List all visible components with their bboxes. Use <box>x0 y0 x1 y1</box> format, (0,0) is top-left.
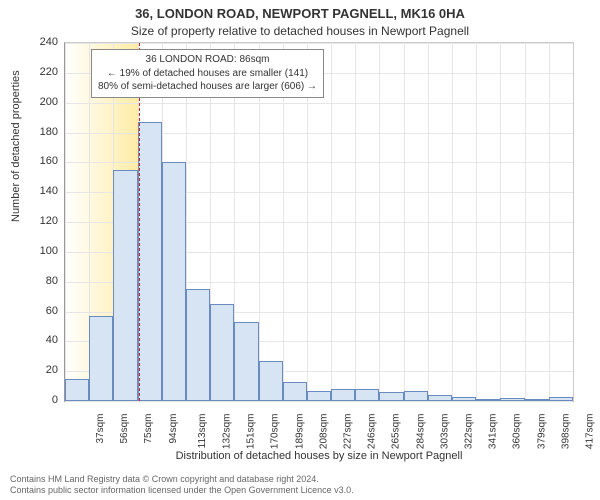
x-tick-label: 208sqm <box>318 414 329 450</box>
histogram-bar <box>89 316 113 401</box>
histogram-bar <box>259 361 283 401</box>
x-tick-label: 246sqm <box>367 414 378 450</box>
histogram-bar <box>234 322 258 401</box>
histogram-bar <box>162 162 186 401</box>
y-tick-label: 160 <box>0 155 58 167</box>
x-tick-label: 341sqm <box>488 414 499 450</box>
footer-line-2: Contains public sector information licen… <box>10 485 354 496</box>
y-tick-label: 40 <box>0 334 58 346</box>
y-tick-label: 80 <box>0 275 58 287</box>
callout-line: ← 19% of detached houses are smaller (14… <box>98 67 317 81</box>
x-tick-label: 398sqm <box>560 414 571 450</box>
histogram-bar <box>500 398 524 401</box>
callout-line: 36 LONDON ROAD: 86sqm <box>98 53 317 67</box>
x-tick-label: 417sqm <box>584 414 595 450</box>
page-subtitle: Size of property relative to detached ho… <box>0 24 600 38</box>
x-tick-label: 189sqm <box>294 414 305 450</box>
histogram-chart: 36 LONDON ROAD: 86sqm← 19% of detached h… <box>64 42 574 402</box>
x-tick-label: 227sqm <box>343 414 354 450</box>
x-tick-label: 75sqm <box>143 414 154 444</box>
histogram-bar <box>549 397 573 401</box>
y-tick-label: 200 <box>0 96 58 108</box>
histogram-bar <box>65 379 89 401</box>
y-tick-label: 140 <box>0 185 58 197</box>
histogram-bar <box>452 397 476 401</box>
x-tick-label: 170sqm <box>270 414 281 450</box>
x-axis-label: Distribution of detached houses by size … <box>64 450 574 462</box>
x-tick-label: 322sqm <box>464 414 475 450</box>
histogram-bar <box>476 399 500 401</box>
histogram-bar <box>379 392 403 401</box>
callout-line: 80% of semi-detached houses are larger (… <box>98 80 317 94</box>
x-tick-label: 265sqm <box>391 414 402 450</box>
y-tick-label: 180 <box>0 126 58 138</box>
x-tick-label: 94sqm <box>168 414 179 444</box>
histogram-bar <box>307 391 331 401</box>
y-tick-label: 0 <box>0 394 58 406</box>
y-tick-label: 120 <box>0 215 58 227</box>
histogram-bar <box>210 304 234 401</box>
histogram-bar <box>331 389 355 401</box>
x-tick-label: 151sqm <box>246 414 257 450</box>
y-tick-label: 240 <box>0 36 58 48</box>
x-tick-label: 113sqm <box>197 414 208 449</box>
histogram-bar <box>404 391 428 401</box>
y-tick-label: 100 <box>0 245 58 257</box>
y-tick-label: 220 <box>0 66 58 78</box>
x-tick-label: 56sqm <box>119 414 130 444</box>
x-tick-label: 303sqm <box>439 414 450 450</box>
y-tick-label: 20 <box>0 364 58 376</box>
x-tick-label: 360sqm <box>512 414 523 450</box>
x-tick-label: 284sqm <box>415 414 426 450</box>
histogram-bar <box>525 399 549 401</box>
page-title: 36, LONDON ROAD, NEWPORT PAGNELL, MK16 0… <box>0 6 600 21</box>
property-callout: 36 LONDON ROAD: 86sqm← 19% of detached h… <box>91 49 324 98</box>
histogram-bar <box>113 170 137 401</box>
histogram-bar <box>186 289 210 401</box>
histogram-bar <box>283 382 307 401</box>
x-tick-label: 132sqm <box>222 414 233 450</box>
y-tick-label: 60 <box>0 305 58 317</box>
y-axis-ticks: 020406080100120140160180200220240 <box>0 42 58 402</box>
footer-attribution: Contains HM Land Registry data © Crown c… <box>10 474 354 496</box>
footer-line-1: Contains HM Land Registry data © Crown c… <box>10 474 354 485</box>
x-tick-label: 379sqm <box>536 414 547 450</box>
histogram-bar <box>355 389 379 401</box>
x-tick-label: 37sqm <box>95 414 106 444</box>
histogram-bar <box>428 395 452 401</box>
